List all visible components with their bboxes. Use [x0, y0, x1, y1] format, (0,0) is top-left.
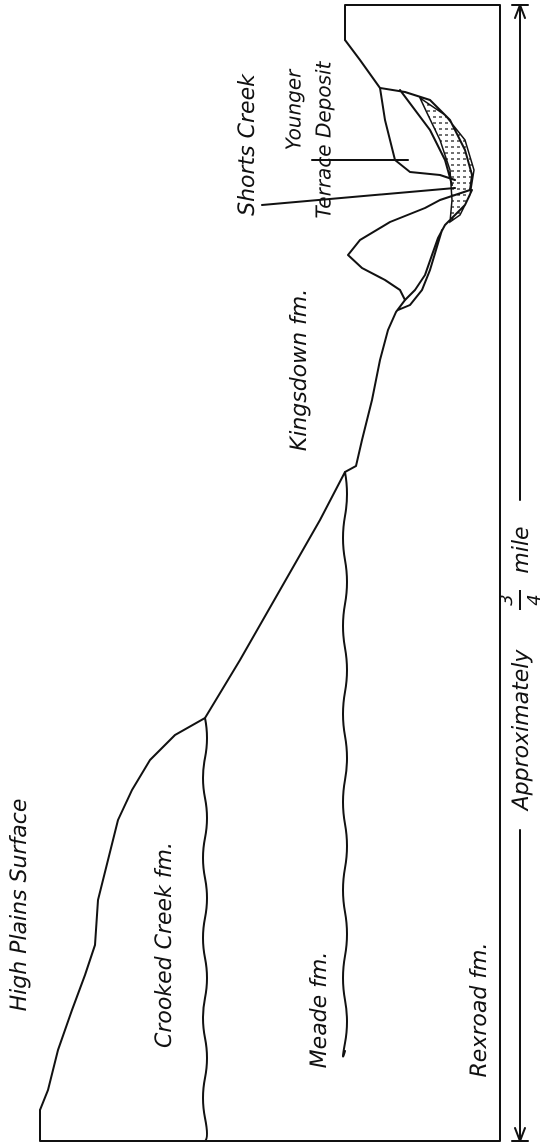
terrace-deposit — [420, 98, 474, 222]
label: Shorts Creek — [235, 73, 260, 216]
label: High Plains Surface — [7, 799, 32, 1012]
label: Terrace Deposit — [312, 60, 336, 218]
label: Meade fm. — [307, 952, 332, 1069]
leader-line — [262, 188, 455, 205]
label: Crooked Creek fm. — [152, 842, 177, 1048]
scale-denominator: 4 — [524, 594, 545, 605]
contact-meade-rexroad — [343, 472, 347, 1056]
label: Rexroad fm. — [467, 943, 492, 1078]
scale-numerator: 3 — [496, 594, 517, 605]
label: Kingsdown fm. — [287, 289, 312, 451]
scale-unit: mile — [509, 526, 534, 573]
frame — [40, 5, 500, 1141]
scale-label: Approximately — [509, 649, 534, 813]
label: Younger — [282, 68, 306, 151]
contact-crooked-meade — [203, 718, 207, 1141]
cross-section: High Plains Surface Crooked Creek fm. Me… — [0, 0, 554, 1147]
